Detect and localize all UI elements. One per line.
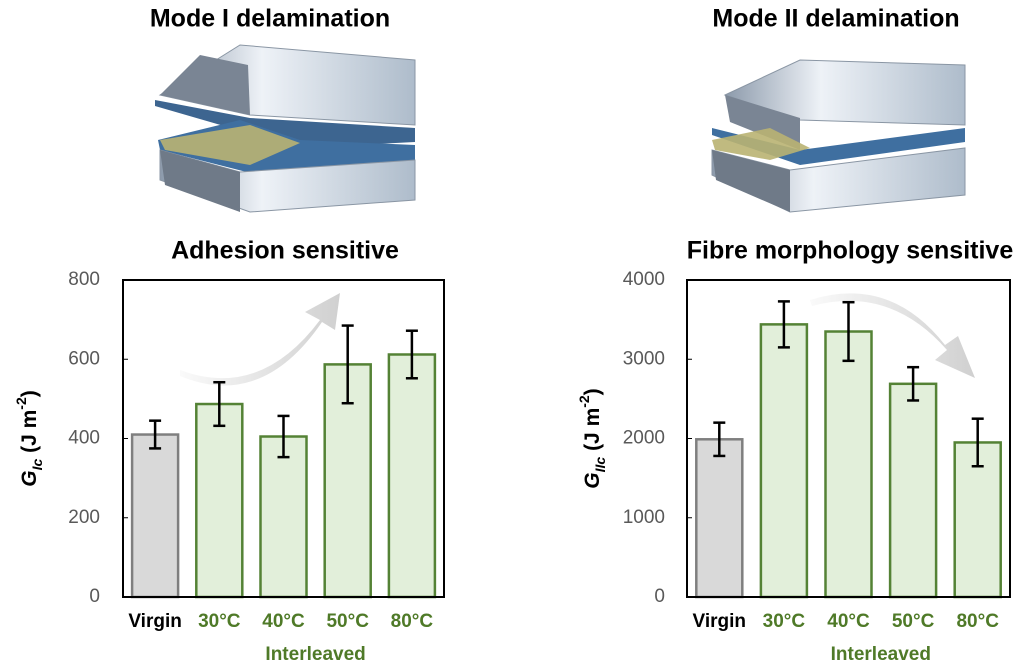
x-tick-label: 80°C — [956, 611, 999, 632]
bar — [696, 439, 742, 597]
group-label: Interleaved — [265, 644, 365, 665]
group-label: Interleaved — [831, 644, 931, 665]
y-tick-label: 2000 — [623, 428, 665, 449]
x-tick-label: Virgin — [693, 611, 747, 632]
y-axis-label-part: ) — [18, 390, 41, 397]
y-axis-label: GIc (J m-2) — [13, 390, 45, 487]
y-tick-label: 3000 — [623, 348, 665, 369]
y-axis-label-part: -2 — [576, 395, 592, 408]
x-tick-label: 80°C — [391, 611, 434, 632]
y-axis-label-part: ) — [581, 388, 604, 395]
bar — [261, 437, 307, 597]
y-tick-label: 600 — [68, 348, 100, 369]
bar — [826, 332, 872, 597]
y-axis-label-part: G — [581, 472, 604, 488]
chart-title: Adhesion sensitive — [171, 237, 399, 265]
chart-title: Fibre morphology sensitive — [687, 237, 1014, 265]
header: Mode II delamination — [712, 5, 959, 33]
y-axis-label-part: (J m — [18, 410, 41, 459]
bar — [132, 435, 178, 597]
figure: Mode I delamination Adhesion sensitive 0 20… — [0, 0, 1035, 668]
y-axis-label-part: -2 — [13, 397, 29, 410]
y-axis-label-part: IIc — [592, 457, 608, 473]
bar — [389, 354, 435, 597]
y-axis-label-part: G — [18, 470, 41, 486]
mode-i-illustration — [155, 45, 415, 212]
y-axis-label-part: (J m — [581, 408, 604, 457]
x-tick-label: 40°C — [827, 611, 870, 632]
x-tick-label: 40°C — [262, 611, 305, 632]
bar — [890, 384, 936, 597]
x-tick-label: 50°C — [892, 611, 935, 632]
bar — [761, 324, 807, 597]
y-tick-label: 200 — [68, 507, 100, 528]
y-axis-label: GIIc (J m-2) — [576, 388, 608, 488]
y-tick-label: 0 — [654, 586, 665, 607]
y-tick-label: 4000 — [623, 269, 665, 290]
trend-arrow — [180, 293, 340, 385]
x-tick-label: Virgin — [128, 611, 182, 632]
x-tick-label: 50°C — [326, 611, 369, 632]
y-axis-label-part: Ic — [29, 459, 45, 471]
y-tick-label: 400 — [68, 428, 100, 449]
y-tick-label: 0 — [89, 586, 100, 607]
y-tick-label: 1000 — [623, 507, 665, 528]
bar — [196, 404, 242, 597]
header: Mode I delamination — [150, 5, 390, 33]
x-tick-label: 30°C — [198, 611, 241, 632]
y-tick-label: 800 — [68, 269, 100, 290]
x-tick-label: 30°C — [763, 611, 806, 632]
mode-ii-illustration — [712, 60, 965, 212]
